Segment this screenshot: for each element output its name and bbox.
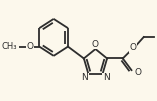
Text: N: N xyxy=(81,73,88,82)
Text: O: O xyxy=(92,40,99,49)
Text: O: O xyxy=(130,43,137,52)
Text: O: O xyxy=(26,42,33,51)
Text: CH₃: CH₃ xyxy=(1,42,17,51)
Text: N: N xyxy=(103,73,110,82)
Text: O: O xyxy=(134,68,141,77)
